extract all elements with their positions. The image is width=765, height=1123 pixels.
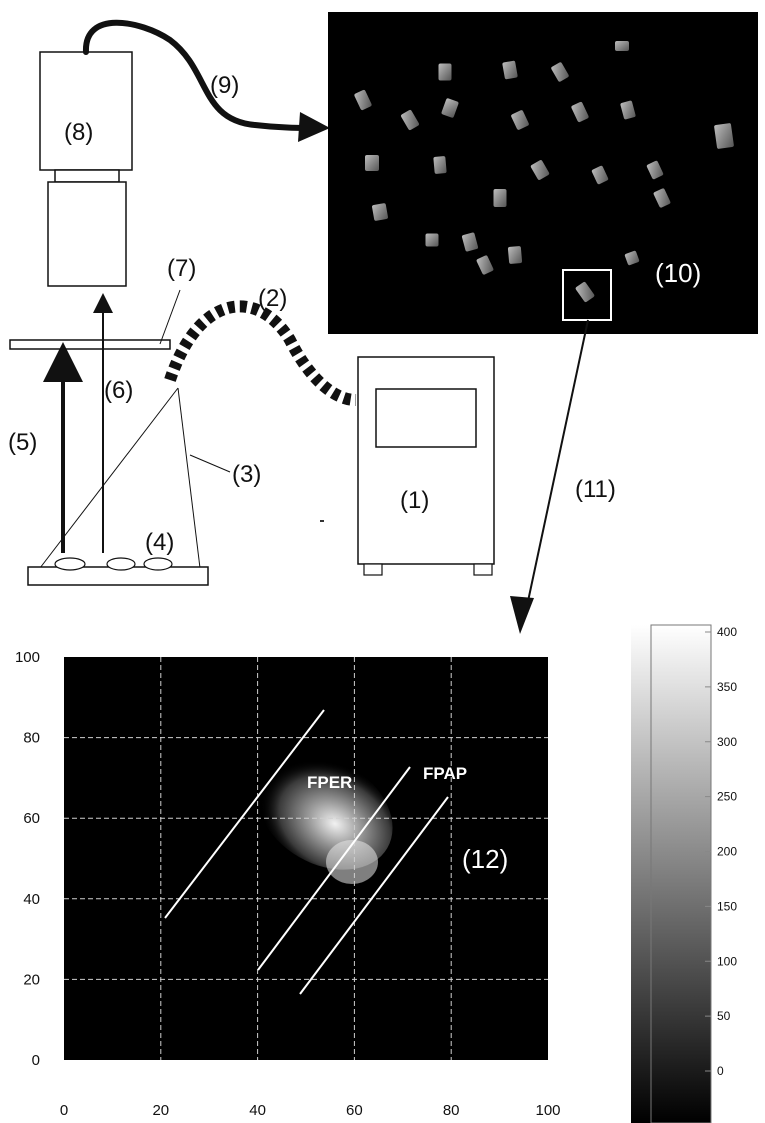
colorbar-tick-label: 400 <box>717 625 737 639</box>
light-source-foot <box>473 563 493 576</box>
sample-well <box>143 557 173 571</box>
band-line-fper <box>257 766 411 971</box>
fragment <box>441 98 459 118</box>
gridlines <box>64 657 548 1060</box>
fragment <box>591 165 609 185</box>
data-cable <box>82 19 321 131</box>
x-tick-label: 40 <box>249 1102 266 1119</box>
x-tick-label: 0 <box>60 1102 68 1119</box>
colorbar-ticks: 0 50 100 150 200 250 300 350 400 <box>705 625 737 1078</box>
fragment <box>493 189 507 207</box>
light-source-foot <box>363 563 383 576</box>
colorbar-tick-label: 200 <box>717 845 737 859</box>
fragment <box>433 156 447 174</box>
colorbar-tick-label: 150 <box>717 899 737 913</box>
label-samples: (4) <box>145 529 174 556</box>
band-label-fpap: FPAP <box>423 764 467 783</box>
fluorescence-image: (10) <box>328 12 758 334</box>
camera-body <box>39 51 133 171</box>
fragment <box>620 100 636 120</box>
y-axis-ticks: 0 20 40 60 80 100 <box>15 649 40 1069</box>
y-tick-label: 20 <box>23 971 40 988</box>
fragment <box>365 155 379 171</box>
colorbar: 0 50 100 150 200 250 300 350 400 <box>631 624 737 1123</box>
fragment <box>646 160 664 180</box>
fragment <box>502 60 518 80</box>
label-light-cone: (3) <box>232 461 261 488</box>
colorbar-tick-label: 100 <box>717 954 737 968</box>
colorbar-gradient <box>631 625 711 1123</box>
label-fluorescence-image: (10) <box>655 258 701 288</box>
x-tick-label: 60 <box>346 1102 363 1119</box>
sample-plate <box>27 557 209 586</box>
fragment <box>438 63 452 81</box>
label-zoom-arrow: (11) <box>575 476 616 503</box>
y-tick-label: 80 <box>23 730 40 747</box>
fragment <box>461 232 479 252</box>
camera-lens <box>47 181 127 287</box>
fragment <box>511 110 529 130</box>
fragment <box>425 233 439 247</box>
y-tick-label: 60 <box>23 810 40 827</box>
band-label-fper: FPER <box>307 773 352 792</box>
light-cone <box>39 387 201 569</box>
fragment <box>714 123 734 149</box>
fragment <box>571 101 589 123</box>
y-tick-label: 40 <box>23 891 40 908</box>
cone-leader <box>189 454 231 473</box>
fragment <box>354 89 372 111</box>
light-source <box>357 356 495 576</box>
label-camera: (8) <box>64 119 93 146</box>
filter-leader <box>159 289 181 345</box>
fragment <box>575 281 595 303</box>
stray-mark <box>320 520 324 522</box>
band-line-fpap <box>299 796 449 995</box>
x-axis-ticks: 0 20 40 60 80 100 <box>60 1102 561 1119</box>
fragment <box>401 109 419 131</box>
spectral-plot: FPER FPAP (12) 0 20 40 60 80 100 0 20 40 60 80 100 <box>15 649 561 1119</box>
y-tick-label: 100 <box>15 649 40 666</box>
colorbar-tick-label: 300 <box>717 735 737 749</box>
filter-plate <box>9 339 171 350</box>
fragment <box>624 250 640 266</box>
label-light-source: (1) <box>400 487 429 514</box>
fragment <box>653 188 671 208</box>
camera-coupler <box>54 169 120 183</box>
label-data-cable: (9) <box>210 72 239 99</box>
band-lines <box>164 709 449 995</box>
data-cable-arrowhead <box>298 112 330 142</box>
fragment <box>551 62 569 82</box>
sample-well <box>106 557 136 571</box>
sample-well <box>54 557 86 571</box>
label-spectral-map: (12) <box>462 844 508 874</box>
light-source-display <box>375 388 477 448</box>
zoom-arrowhead <box>510 596 534 634</box>
fragment <box>507 246 523 264</box>
label-fiber-cable: (2) <box>258 285 287 312</box>
fragment <box>615 41 629 51</box>
x-tick-label: 20 <box>152 1102 169 1119</box>
label-filter: (7) <box>167 255 196 282</box>
colorbar-tick-label: 0 <box>717 1064 724 1078</box>
camera: (8) <box>39 51 133 287</box>
band-line-left <box>164 709 325 919</box>
fragment <box>476 255 494 275</box>
colorbar-tick-label: 350 <box>717 680 737 694</box>
zoom-arrow <box>523 319 589 621</box>
fragment <box>530 160 550 180</box>
fragments <box>354 41 734 303</box>
fragment <box>372 203 388 221</box>
fluorescence-core <box>326 840 378 884</box>
x-tick-label: 80 <box>443 1102 460 1119</box>
colorbar-tick-label: 50 <box>717 1009 731 1023</box>
label-excitation: (5) <box>8 429 37 456</box>
y-tick-label: 0 <box>32 1052 40 1069</box>
colorbar-tick-label: 250 <box>717 790 737 804</box>
label-emission: (6) <box>104 377 133 404</box>
x-tick-label: 100 <box>535 1102 560 1119</box>
colorbar-frame <box>650 624 712 1123</box>
